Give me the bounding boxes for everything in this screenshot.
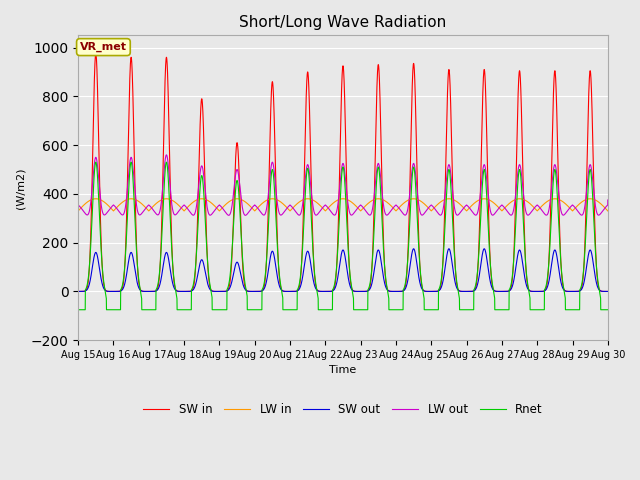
SW in: [604, 288, 612, 294]
LW in: [476, 197, 484, 203]
SW out: [461, 288, 469, 294]
LW in: [74, 208, 82, 214]
LW out: [604, 197, 612, 203]
LW out: [241, 213, 249, 218]
SW in: [461, 288, 469, 294]
Rnet: [92, 159, 100, 165]
Rnet: [575, 307, 583, 312]
LW in: [575, 202, 583, 207]
Line: LW in: LW in: [78, 199, 608, 211]
SW out: [476, 266, 484, 272]
Line: SW in: SW in: [78, 54, 608, 291]
LW in: [325, 204, 333, 210]
SW out: [582, 271, 589, 276]
LW out: [325, 206, 333, 212]
Rnet: [325, 307, 333, 312]
Line: SW out: SW out: [78, 249, 608, 291]
SW out: [575, 288, 583, 294]
LW in: [461, 207, 469, 213]
SW in: [476, 194, 484, 200]
LW out: [461, 203, 469, 209]
LW out: [163, 152, 170, 158]
Line: Rnet: Rnet: [78, 162, 608, 310]
LW in: [254, 204, 262, 210]
Y-axis label: (W/m2): (W/m2): [15, 167, 25, 208]
SW out: [325, 288, 333, 294]
LW out: [575, 210, 583, 216]
SW out: [254, 288, 262, 294]
SW out: [604, 288, 612, 294]
SW in: [325, 288, 333, 294]
LW in: [604, 208, 612, 214]
Rnet: [476, 223, 484, 228]
SW in: [575, 288, 583, 294]
Title: Short/Long Wave Radiation: Short/Long Wave Radiation: [239, 15, 447, 30]
Legend: SW in, LW in, SW out, LW out, Rnet: SW in, LW in, SW out, LW out, Rnet: [138, 398, 547, 420]
SW in: [254, 288, 262, 294]
SW in: [582, 219, 589, 225]
Rnet: [604, 307, 612, 312]
Rnet: [254, 307, 262, 312]
Rnet: [582, 236, 589, 241]
Text: VR_met: VR_met: [80, 42, 127, 52]
LW out: [582, 197, 589, 203]
LW in: [582, 197, 589, 203]
LW out: [74, 202, 82, 208]
SW in: [74, 288, 82, 294]
Line: LW out: LW out: [78, 155, 608, 216]
LW out: [255, 206, 262, 212]
SW out: [74, 288, 82, 294]
SW out: [481, 246, 488, 252]
Rnet: [461, 307, 469, 312]
X-axis label: Time: Time: [330, 365, 356, 375]
SW in: [92, 51, 100, 57]
Rnet: [74, 307, 82, 312]
LW out: [477, 191, 484, 197]
LW in: [92, 196, 100, 202]
